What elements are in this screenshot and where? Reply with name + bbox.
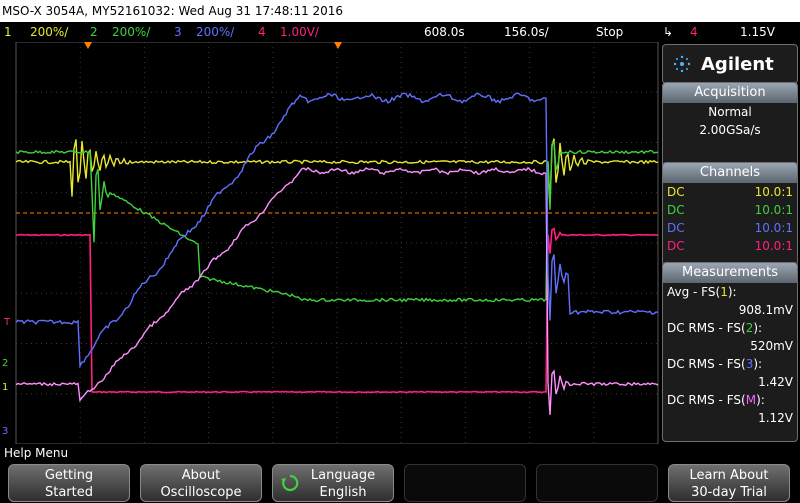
- time-scale[interactable]: 156.0s/: [504, 25, 549, 39]
- measurement-value: 520mV: [750, 339, 793, 353]
- ch1-number[interactable]: 1: [4, 25, 12, 39]
- trigger-edge-icon: ↳: [663, 25, 674, 39]
- waveform-display[interactable]: T 2 1 3: [0, 42, 660, 444]
- run-state[interactable]: Stop: [596, 25, 624, 39]
- softkey-bar: Getting Started About Oscilloscope Langu…: [0, 462, 800, 503]
- channel-row-3: DC 10.0:1: [663, 219, 797, 237]
- right-sidebar: Agilent Acquisition Normal 2.00GSa/s Cha…: [660, 42, 800, 444]
- acquisition-panel[interactable]: Acquisition Normal 2.00GSa/s: [662, 82, 798, 170]
- empty-softkey[interactable]: [404, 464, 526, 502]
- channel-row-2: DC 10.0:1: [663, 201, 797, 219]
- rotate-knob-icon: [281, 474, 299, 492]
- measurements-title: Measurements: [663, 263, 797, 283]
- measurement-value: 908.1mV: [738, 303, 793, 317]
- channel-coupling: DC: [667, 203, 685, 217]
- measurement-label: DC RMS - FS(M):: [667, 393, 765, 407]
- trigger-position-marker: [84, 42, 92, 49]
- delay-marker: [334, 42, 342, 49]
- measurements-panel[interactable]: Measurements Avg - FS(1): 908.1mV DC RMS…: [662, 262, 798, 442]
- trigger-marker-label: T: [3, 317, 11, 328]
- time-delay[interactable]: 608.0s: [424, 25, 465, 39]
- ch2-trace: [15, 140, 659, 303]
- status-bar: 1 200%/ 2 200%/ 3 200%/ 4 1.00V/ 608.0s …: [0, 22, 800, 42]
- ch2-scale[interactable]: 200%/: [112, 25, 151, 39]
- channel-coupling: DC: [667, 239, 685, 253]
- channel-probe: 10.0:1: [754, 203, 793, 217]
- about-oscilloscope-button[interactable]: About Oscilloscope: [140, 464, 262, 502]
- channel-coupling: DC: [667, 185, 685, 199]
- channel-row-1: DC 10.0:1: [663, 183, 797, 201]
- ch2-ground-marker[interactable]: 2: [2, 358, 8, 369]
- agilent-logo: Agilent: [662, 44, 798, 84]
- ch4-scale[interactable]: 1.00V/: [280, 25, 319, 39]
- getting-started-button[interactable]: Getting Started: [8, 464, 130, 502]
- trigger-level[interactable]: 1.15V: [740, 25, 775, 39]
- ch3-ground-marker[interactable]: 3: [2, 426, 8, 437]
- menu-title: Help Menu: [0, 444, 800, 462]
- acquisition-mode: Normal: [708, 105, 752, 119]
- channels-panel[interactable]: Channels DC 10.0:1 DC 10.0:1 DC 10.0:1 D…: [662, 162, 798, 266]
- channels-title: Channels: [663, 163, 797, 183]
- ch1-scale[interactable]: 200%/: [30, 25, 69, 39]
- learn-about-trial-button[interactable]: Learn About 30-day Trial: [668, 464, 790, 502]
- trigger-source[interactable]: 4: [690, 25, 698, 39]
- math-trace: [15, 166, 659, 415]
- agilent-spark-icon: [673, 55, 691, 73]
- channel-probe: 10.0:1: [754, 239, 793, 253]
- measurement-label: DC RMS - FS(3):: [667, 357, 763, 371]
- channel-probe: 10.0:1: [754, 185, 793, 199]
- acquisition-title: Acquisition: [663, 83, 797, 103]
- ch2-number[interactable]: 2: [90, 25, 98, 39]
- ch4-trace: [15, 227, 659, 394]
- waveform-graticule: T 2 1 3: [2, 42, 659, 444]
- channel-coupling: DC: [667, 221, 685, 235]
- ch4-number[interactable]: 4: [258, 25, 266, 39]
- ch3-trace: [15, 92, 659, 369]
- ch1-ground-marker[interactable]: 1: [2, 382, 8, 393]
- measurement-value: 1.42V: [758, 375, 793, 389]
- empty-softkey[interactable]: [536, 464, 658, 502]
- measurement-label: DC RMS - FS(2):: [667, 321, 763, 335]
- channel-probe: 10.0:1: [754, 221, 793, 235]
- ch3-scale[interactable]: 200%/: [196, 25, 235, 39]
- brand-name: Agilent: [701, 53, 774, 75]
- ch3-number[interactable]: 3: [174, 25, 182, 39]
- measurement-value: 1.12V: [758, 411, 793, 425]
- acquisition-rate: 2.00GSa/s: [699, 123, 761, 137]
- language-button[interactable]: Language English: [272, 464, 394, 502]
- channel-row-4: DC 10.0:1: [663, 237, 797, 255]
- measurement-label: Avg - FS(1):: [667, 285, 737, 299]
- window-title: MSO-X 3054A, MY52161032: Wed Aug 31 17:4…: [0, 0, 800, 22]
